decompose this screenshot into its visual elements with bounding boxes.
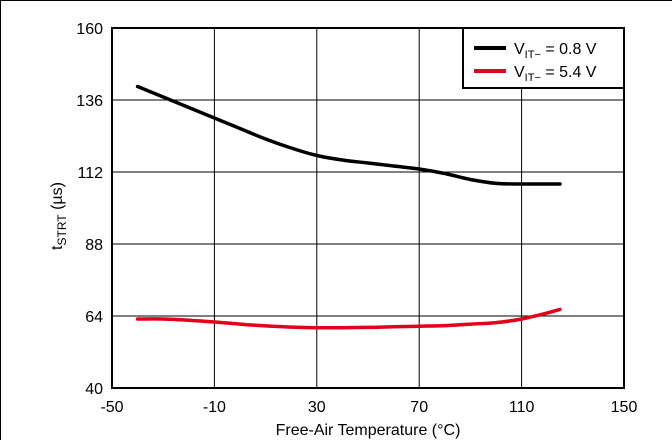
x-tick-label: 70 — [410, 399, 428, 416]
series-line-2 — [135, 307, 562, 330]
legend-label-series-1-main: V — [514, 41, 525, 58]
y-tick-label: 112 — [77, 165, 103, 182]
legend-label-series-2-value: = 5.4 V — [541, 64, 597, 81]
tick-labels: -50 -10 30 70 110 150 40 64 88 112 136 160 — [76, 21, 637, 416]
legend-label-series-1-value: = 0.8 V — [541, 41, 597, 58]
x-tick-label: -50 — [100, 399, 123, 416]
y-axis-label: tSTRT (µs) — [49, 182, 69, 250]
legend-label-series-2-main: V — [514, 64, 525, 81]
legend-box — [462, 27, 625, 89]
legend-label-series-2-subscript: IT− — [525, 72, 541, 84]
y-axis-label-main: t — [49, 245, 66, 250]
y-tick-label: 136 — [76, 93, 103, 110]
y-axis-label-subscript: STRT — [55, 214, 69, 246]
frame-border-top — [0, 0, 672, 1]
x-tick-label: -10 — [203, 399, 226, 416]
legend-label-series-1: VIT− = 0.8 V — [514, 41, 597, 61]
frame-border-left — [0, 0, 1, 440]
x-tick-label: 110 — [509, 399, 535, 416]
x-axis-label: Free-Air Temperature (°C) — [276, 422, 461, 439]
y-tick-label: 160 — [76, 21, 103, 38]
x-tick-label: 30 — [308, 399, 326, 416]
x-tick-label: 150 — [611, 399, 638, 416]
plot-area-border — [111, 27, 625, 389]
y-axis-label-unit: (µs) — [49, 182, 66, 214]
y-tick-label: 64 — [85, 309, 103, 326]
legend-label-series-2: VIT− = 5.4 V — [514, 64, 597, 84]
y-tick-label: 88 — [85, 237, 103, 254]
legend: VIT− = 0.8 V VIT− = 5.4 V — [462, 27, 625, 89]
series-line-1 — [135, 84, 562, 186]
series-lines — [135, 84, 562, 330]
y-tick-label: 40 — [85, 381, 103, 398]
legend-label-series-1-subscript: IT− — [525, 49, 541, 61]
